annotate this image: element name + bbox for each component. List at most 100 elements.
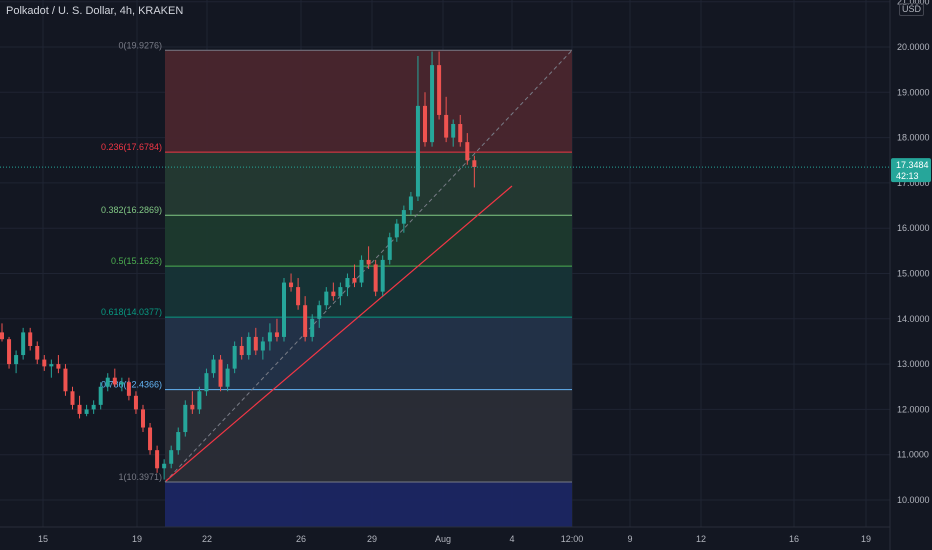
candle-body[interactable] [84,409,89,414]
fib-level-label: 0.236(17.6784) [101,142,162,152]
candle-body[interactable] [324,291,329,306]
candle-body[interactable] [0,332,4,340]
candle-body[interactable] [394,223,399,238]
candle-body[interactable] [232,345,237,369]
candle-body[interactable] [437,65,442,115]
candle-body[interactable] [112,377,117,385]
candle-body[interactable] [260,341,265,351]
candle-body[interactable] [380,259,385,292]
x-axis-tick-label: 26 [296,534,306,544]
candle-body[interactable] [49,364,54,367]
candle-body[interactable] [282,282,286,337]
x-axis-tick-label: 19 [861,534,871,544]
candle-body[interactable] [338,287,343,297]
x-axis-tick-label: Aug [435,534,451,544]
y-axis-tick-label: 14.0000 [897,314,930,324]
fib-level-label: 0(19.9276) [118,40,162,50]
candle-body[interactable] [423,105,427,143]
candle-body[interactable] [133,395,138,410]
x-axis-tick-label: 19 [132,534,142,544]
fib-level-label: 0.5(15.1623) [111,256,162,266]
candle-body[interactable] [408,196,413,211]
candle-body[interactable] [387,237,392,260]
candle-body[interactable] [42,359,47,367]
candle-body[interactable] [225,368,230,387]
candle-body[interactable] [239,345,244,356]
candle-body[interactable] [148,427,153,451]
candle-body[interactable] [218,359,223,387]
candle-body[interactable] [119,382,124,385]
candle-body[interactable] [162,463,167,469]
candle-body[interactable] [155,450,160,469]
candle-body[interactable] [296,287,301,306]
y-axis-tick-label: 17.0000 [897,178,930,188]
candle-body[interactable] [35,345,40,360]
candle-body[interactable] [105,377,110,387]
candle-body[interactable] [204,373,209,392]
support-trend-line[interactable] [165,185,513,482]
y-axis-tick-label: 18.0000 [897,133,930,143]
chart-title: Polkadot / U. S. Dollar, 4h, KRAKEN [6,5,184,17]
candle-body[interactable] [415,105,420,197]
candle-body[interactable] [183,404,188,433]
y-axis-tick-label: 10.0000 [897,495,930,505]
candle-body[interactable] [98,386,103,405]
candle-body[interactable] [56,364,61,369]
candle-body[interactable] [14,355,19,365]
candle-body[interactable] [444,114,449,138]
candle-body[interactable] [77,404,82,414]
candle-body[interactable] [458,124,463,143]
x-axis-tick-label: 9 [627,534,632,544]
x-axis-tick-label: 16 [789,534,799,544]
x-axis-tick-label: 22 [202,534,212,544]
fib-level-label: 1(10.3971) [118,472,162,482]
candle-body[interactable] [246,336,251,356]
candle-body[interactable] [126,382,131,396]
candle-body[interactable] [267,332,272,342]
candle-body[interactable] [274,332,279,337]
candle-body[interactable] [21,332,26,356]
candle-body[interactable] [176,432,181,451]
candle-body[interactable] [91,404,96,410]
fib-level-label: 0.618(14.0377) [101,307,162,317]
x-axis-tick-label: 4 [509,534,514,544]
candle-body[interactable] [310,318,315,337]
candle-body[interactable] [345,278,350,288]
candle-body[interactable] [7,339,12,365]
candle-body[interactable] [451,124,456,138]
candle-body[interactable] [70,391,75,405]
candle-body[interactable] [63,368,68,392]
price-tag[interactable] [891,158,931,183]
candle-body[interactable] [331,291,336,297]
x-axis-tick-label: 15 [38,534,48,544]
candle-body[interactable] [253,336,258,351]
y-axis-tick-label: 15.0000 [897,269,930,279]
y-axis-tick-label: 19.0000 [897,87,930,97]
candle-body[interactable] [430,65,435,143]
currency-badge[interactable]: USD [899,3,925,16]
candle-body[interactable] [169,450,174,464]
candle-body[interactable] [289,282,294,288]
candle-body[interactable] [401,210,406,224]
candle-body[interactable] [465,142,470,161]
fib-zone [165,152,572,216]
candle-body[interactable] [373,264,378,292]
candle-body[interactable] [211,359,216,374]
candle-body[interactable] [366,259,371,265]
fib-level-label: 0.382(16.2869) [101,205,162,215]
candle-body[interactable] [303,305,308,337]
candle-body[interactable] [472,160,477,168]
candle-body[interactable] [317,305,322,319]
y-axis-tick-label: 13.0000 [897,359,930,369]
y-axis-tick-label: 11.0000 [897,450,929,460]
candle-body[interactable] [141,409,145,428]
candle-body[interactable] [28,332,33,346]
y-axis-tick-label: 12.0000 [897,404,930,414]
price-tag-countdown: 42:13 [896,171,919,181]
candle-body[interactable] [197,391,202,410]
candle-body[interactable] [359,259,364,283]
fib-zone [165,482,572,527]
candle-body[interactable] [352,278,357,283]
candle-body[interactable] [190,404,195,410]
